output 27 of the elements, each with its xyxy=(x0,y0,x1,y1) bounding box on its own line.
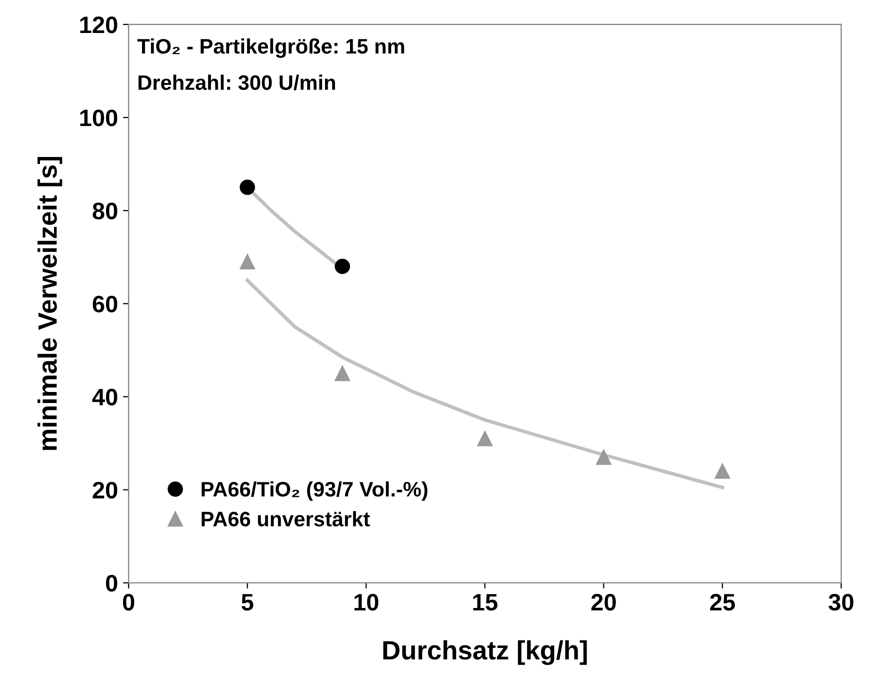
annotation: Drehzahl: 300 U/min xyxy=(138,74,335,90)
y-axis-title: minimale Verweilzeit [s] xyxy=(38,156,62,450)
point xyxy=(477,430,493,446)
y-tick-label: 0 xyxy=(106,574,118,592)
point xyxy=(240,180,256,195)
x-tick-label: 10 xyxy=(354,594,378,611)
x-tick-label: 20 xyxy=(591,594,616,611)
y-tick-label: 40 xyxy=(92,388,118,406)
x-axis-title: Durchsatz [kg/h] xyxy=(383,640,587,665)
x-tick-label: 25 xyxy=(710,594,735,611)
x-tick-label: 5 xyxy=(242,594,254,611)
legend-label: PA66/TiO₂ (93/7 Vol.-%) xyxy=(202,481,428,501)
point xyxy=(334,258,350,274)
point xyxy=(334,366,350,382)
point xyxy=(714,464,730,479)
y-tick-label: 80 xyxy=(92,202,118,220)
annotation: TiO₂ - Partikelgröße: 15 nm xyxy=(137,38,404,58)
point xyxy=(596,450,612,465)
x-tick-label: 0 xyxy=(122,594,134,611)
y-tick-label: 60 xyxy=(92,296,118,312)
x-tick-label: 30 xyxy=(828,594,854,611)
legend-label: PA66 unverstärkt xyxy=(202,511,370,526)
y-tick-label: 20 xyxy=(92,482,118,499)
y-tick-label: 100 xyxy=(80,110,118,126)
x-tick-label: 15 xyxy=(473,594,498,611)
point xyxy=(240,254,256,270)
y-tick-label: 120 xyxy=(80,16,118,34)
